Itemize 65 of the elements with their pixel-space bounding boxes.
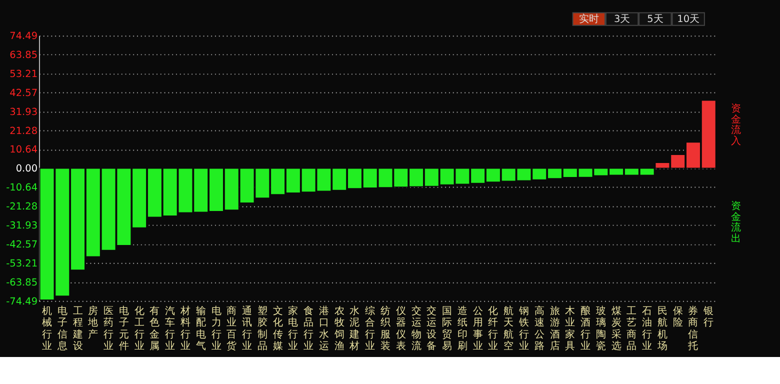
x-tick-label: 交运设备 (426, 305, 437, 352)
x-tick-label: 木业家具 (565, 305, 576, 352)
y-tick-label: -42.57 (6, 239, 38, 250)
x-tick-label: 仪器仪表 (396, 305, 406, 352)
x-tick-label: 煤炭采选 (611, 305, 622, 352)
x-tick-label: 玻璃陶瓷 (596, 305, 606, 352)
x-tick-label: 电子元件 (118, 305, 129, 352)
x-tick-label: 石油行业 (642, 306, 652, 352)
x-tick-label: 民航机场 (656, 306, 668, 352)
x-tick-label: 银行 (702, 306, 714, 329)
y-tick-label: 21.28 (10, 126, 38, 137)
x-tick-label: 商业百货 (226, 305, 237, 352)
x-tick-label: 纺织服装 (380, 305, 391, 352)
y-tick-label: -31.93 (6, 220, 38, 232)
x-tick-label: 电子信息 (56, 305, 68, 352)
x-tick-label: 旅游酒店 (550, 305, 560, 352)
x-tick-label: 工艺商品 (626, 306, 637, 352)
x-tick-label: 汽车行业 (165, 305, 176, 352)
y-tick-label: 31.93 (10, 106, 38, 118)
x-tick-label: 公用事业 (472, 305, 483, 352)
text: 5天 (647, 14, 664, 26)
x-tick-label: 通讯行业 (242, 305, 252, 352)
x-tick-label: 医药行业 (104, 306, 114, 352)
x-tick-label: 家电行业 (288, 305, 298, 352)
text: 实时 (578, 13, 599, 26)
y-tick-label: 53.21 (10, 68, 38, 80)
y-tick-label: -10.64 (6, 182, 38, 194)
x-tick-label: 工程建设 (72, 306, 83, 352)
x-tick-label: 化工行业 (134, 305, 144, 352)
x-tick-label: 国际贸易 (442, 306, 452, 352)
x-tick-label: 交运物流 (411, 305, 422, 352)
x-tick-label: 有色金属 (150, 305, 160, 352)
x-tick-label: 高速公路 (534, 305, 544, 352)
x-tick-label: 食品行业 (304, 305, 314, 352)
text: 3天 (614, 14, 630, 26)
x-tick-label: 酿酒行业 (580, 305, 591, 352)
text: 10天 (677, 14, 700, 26)
x-tick-label: 房地产 (87, 305, 98, 340)
y-tick-label: 0.00 (16, 164, 38, 175)
x-tick-label: 综合行业 (365, 305, 376, 352)
x-tick-label: 材料行业 (179, 305, 190, 352)
x-tick-label: 造纸印刷 (457, 305, 468, 352)
x-tick-label: 塑胶制品 (257, 305, 268, 352)
x-tick-label: 券商信托 (687, 305, 698, 352)
x-tick-label: 输配电气 (196, 305, 206, 352)
x-tick-label: 港口水运 (318, 305, 329, 352)
y-tick-label: -74.49 (6, 296, 38, 308)
y-tick-label: 10.64 (10, 144, 38, 156)
y-tick-label: -63.85 (6, 277, 38, 288)
x-tick-label: 文化传媒 (272, 305, 283, 352)
y-tick-label: 74.49 (10, 31, 38, 42)
x-tick-label: 机械行业 (42, 305, 52, 352)
x-tick-label: 保险 (672, 306, 683, 329)
y-tick-label: -21.28 (6, 202, 38, 213)
x-tick-label: 航天航空 (504, 305, 514, 352)
text: 资金流出 (731, 200, 742, 244)
y-tick-label: 63.85 (10, 50, 38, 62)
x-tick-label: 农牧饲渔 (333, 306, 344, 352)
x-tick-label: 电力行业 (211, 305, 222, 352)
y-tick-label: 42.57 (10, 88, 38, 99)
y-tick-label: -53.21 (6, 258, 38, 270)
x-tick-label: 化纤行业 (488, 305, 498, 352)
text: 资金流入 (731, 102, 742, 147)
x-tick-label: 钢铁行业 (518, 306, 529, 352)
x-tick-label: 水泥建材 (348, 305, 360, 352)
